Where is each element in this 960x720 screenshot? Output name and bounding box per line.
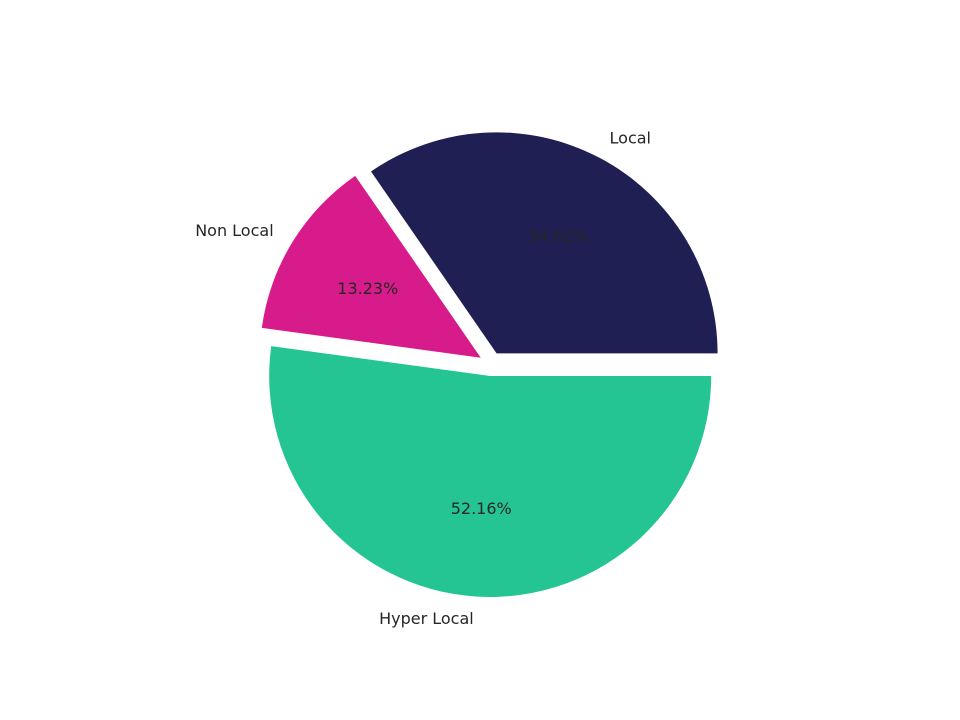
pie-category-label-hyper-local: Hyper Local bbox=[379, 609, 474, 628]
pie-slice-non-local bbox=[261, 175, 481, 358]
pie-slice-local bbox=[371, 132, 718, 354]
pie-percent-label-hyper-local: 52.16% bbox=[451, 499, 512, 518]
pie-slice-hyper-local bbox=[269, 346, 712, 597]
pie-labels: 34.62% Local 13.23% Non Local 52.16% Hyper Lo… bbox=[195, 129, 651, 628]
pie-category-label-non-local: Non Local bbox=[195, 221, 273, 240]
pie-percent-label-non-local: 13.23% bbox=[337, 279, 398, 298]
pie-category-label-local: Local bbox=[610, 129, 651, 148]
pie-slices bbox=[261, 132, 718, 597]
pie-percent-label-local: 34.62% bbox=[528, 226, 589, 245]
